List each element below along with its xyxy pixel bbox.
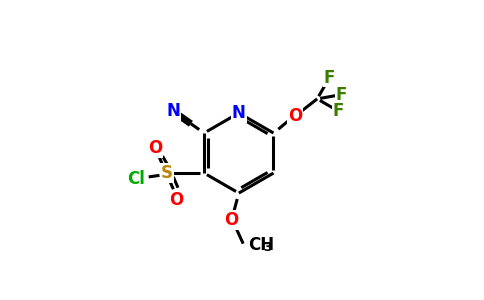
- Text: O: O: [169, 191, 183, 209]
- Text: 3: 3: [263, 241, 272, 254]
- Text: Cl: Cl: [127, 170, 145, 188]
- Text: S: S: [161, 164, 173, 182]
- Text: F: F: [324, 68, 335, 86]
- Text: F: F: [333, 102, 344, 120]
- Text: F: F: [336, 85, 347, 103]
- Text: CH: CH: [248, 236, 274, 254]
- Text: O: O: [288, 107, 302, 125]
- Text: O: O: [148, 140, 162, 158]
- Text: N: N: [232, 104, 246, 122]
- Text: O: O: [225, 211, 239, 229]
- Text: N: N: [166, 102, 180, 120]
